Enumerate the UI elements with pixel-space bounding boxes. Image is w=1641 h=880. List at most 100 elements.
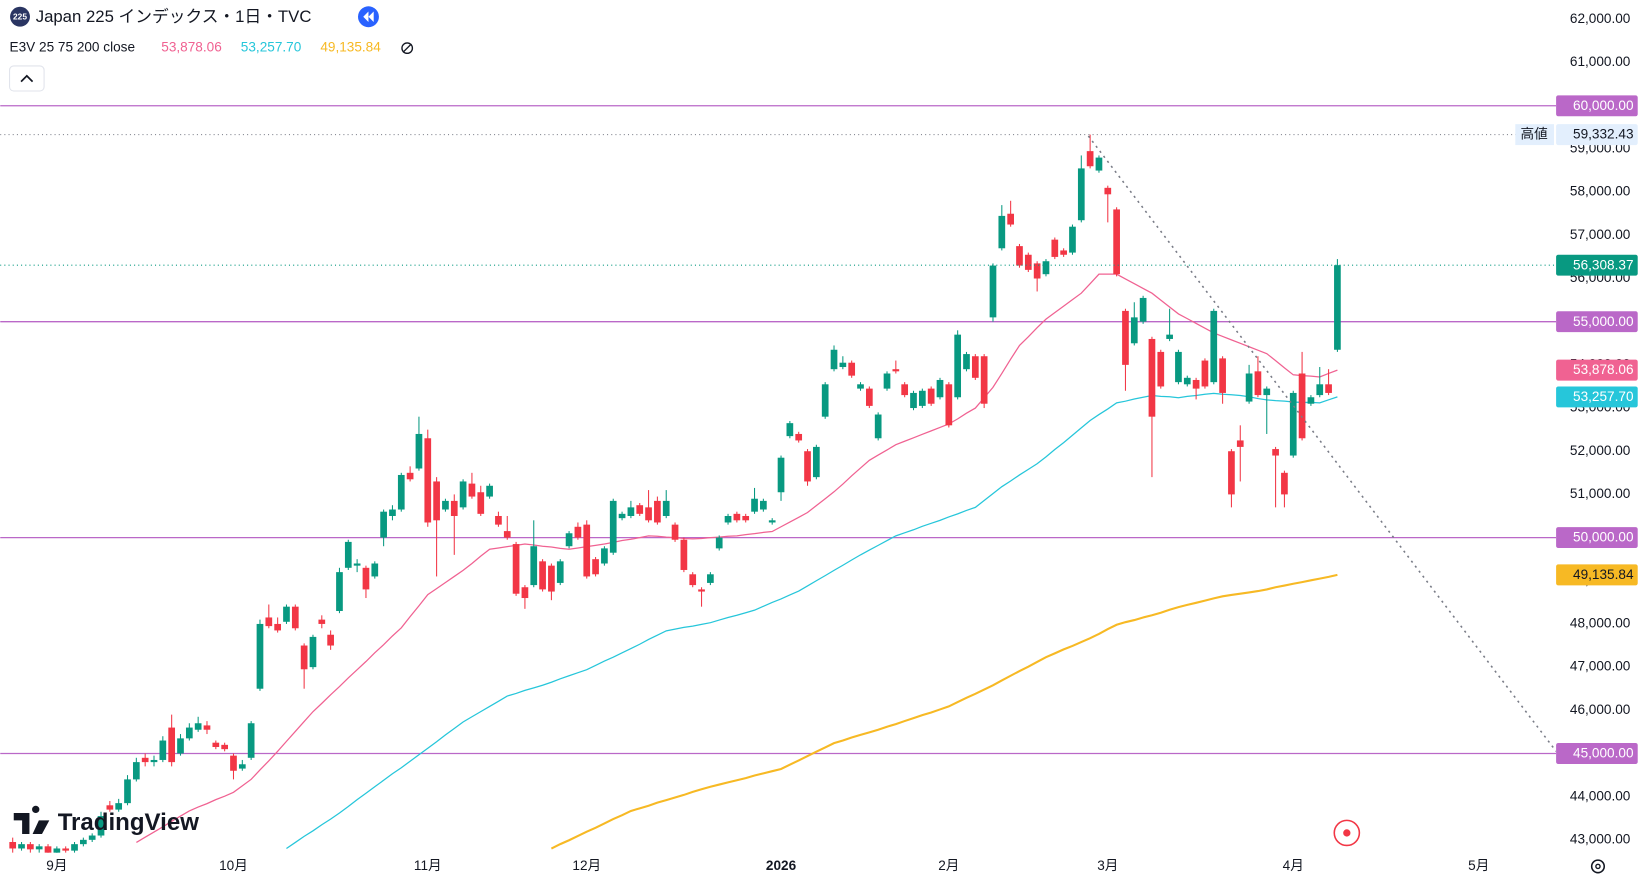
candle-body <box>883 373 891 389</box>
candle-body <box>1228 451 1235 495</box>
candle-body <box>433 481 440 521</box>
x-tick-label: 11月 <box>414 858 442 873</box>
candle-body <box>565 533 573 547</box>
candle-body <box>371 563 379 577</box>
candle-body <box>9 841 17 849</box>
y-tick-label: 52,000.00 <box>1570 443 1631 458</box>
y-tick-label: 43,000.00 <box>1570 831 1631 846</box>
candle-body <box>1033 263 1041 279</box>
y-tick-label: 58,000.00 <box>1570 184 1631 199</box>
ma-tag <box>1556 359 1638 381</box>
hide-icon[interactable] <box>401 42 414 55</box>
x-tick-label: 12月 <box>572 858 601 873</box>
chevron <box>20 74 34 83</box>
candle-body <box>892 369 900 372</box>
candle-body <box>768 520 776 523</box>
candle-body <box>733 513 741 521</box>
candle-body <box>159 740 167 760</box>
candle-body <box>865 388 873 406</box>
level-tag-label: 45,000.00 <box>1573 746 1634 761</box>
candle-body <box>336 572 343 611</box>
candle-body <box>548 565 555 592</box>
settings-icon[interactable] <box>1590 859 1606 874</box>
ma-line <box>136 273 1338 843</box>
x-tick-label: 2026 <box>766 858 797 873</box>
symbol-title[interactable]: Japan 225 インデックス・1日・TVC <box>36 6 312 26</box>
badge-text: 225 <box>13 11 27 21</box>
candle-body <box>1281 472 1288 495</box>
candle-body <box>185 727 193 739</box>
candle-body <box>62 848 70 851</box>
candle-body <box>450 500 458 516</box>
y-tick-label: 51,000.00 <box>1570 486 1631 501</box>
x-tick-label: 4月 <box>1283 858 1304 873</box>
candle-body <box>1086 151 1094 167</box>
candle-body <box>442 500 449 510</box>
candle-body <box>1245 373 1253 402</box>
candle-body <box>1307 397 1315 404</box>
candle-body <box>1219 358 1226 393</box>
logo: TradingView <box>13 805 199 836</box>
candle-body <box>760 500 767 510</box>
candle-body <box>980 356 988 404</box>
indicator-name[interactable]: E3V 25 75 200 close <box>10 40 135 55</box>
candle-body <box>698 589 705 592</box>
candle-body <box>168 727 176 763</box>
ma-tag-label: 53,257.70 <box>1573 389 1634 404</box>
x-tick-label: 5月 <box>1468 858 1489 873</box>
x-tick-label: 9月 <box>46 858 67 873</box>
candle-body <box>618 513 626 519</box>
candle-body <box>318 619 326 624</box>
candle-body <box>380 511 387 538</box>
candle-body <box>1130 317 1138 344</box>
candle-body <box>539 561 546 590</box>
candle-body <box>1104 187 1112 195</box>
candle-body <box>353 563 361 566</box>
candle-body <box>751 498 758 512</box>
candle-body <box>1095 157 1103 171</box>
candle-body <box>1175 351 1182 383</box>
candle-body <box>945 384 953 426</box>
candle-body <box>830 349 838 370</box>
candle-body <box>486 485 493 497</box>
indicator-value: 53,878.06 <box>161 40 221 55</box>
candle-body <box>406 472 414 480</box>
candle-body <box>521 587 529 599</box>
candle-body <box>221 744 229 750</box>
candle-body <box>813 446 820 478</box>
candle-body <box>80 839 87 845</box>
candle-body <box>389 509 396 516</box>
candle-body <box>230 755 237 771</box>
x-tick-label: 2月 <box>938 858 959 873</box>
collapse-button[interactable] <box>9 65 45 92</box>
candle-body <box>971 356 979 378</box>
symbol-badge[interactable] <box>10 6 30 27</box>
candle-body <box>18 844 25 849</box>
y-tick-label: 47,000.00 <box>1570 659 1631 674</box>
candle-body <box>424 438 432 523</box>
y-tick-label: 46,000.00 <box>1570 702 1631 717</box>
candle-body <box>115 803 123 810</box>
candle-body <box>274 623 281 631</box>
candle-body <box>1272 449 1279 456</box>
candle-body <box>53 848 61 853</box>
candle-body <box>857 384 864 389</box>
price-axis <box>1556 0 1641 880</box>
y-tick-label: 57,000.00 <box>1570 227 1631 242</box>
level-tag <box>1556 743 1638 764</box>
candle-body <box>283 606 290 622</box>
candle-body <box>1183 377 1191 385</box>
candle-body <box>1051 239 1059 257</box>
replay-icon <box>363 11 374 22</box>
candle-body <box>71 844 78 851</box>
candle-body <box>344 541 352 568</box>
alert-icon[interactable] <box>1333 819 1361 847</box>
candle-body <box>1254 371 1262 396</box>
trend-line <box>1087 135 1557 752</box>
candle-body <box>707 574 714 583</box>
plot-area <box>0 105 1557 853</box>
candle-body <box>795 433 803 441</box>
candle-body <box>601 548 608 564</box>
candle-body <box>1077 168 1085 221</box>
